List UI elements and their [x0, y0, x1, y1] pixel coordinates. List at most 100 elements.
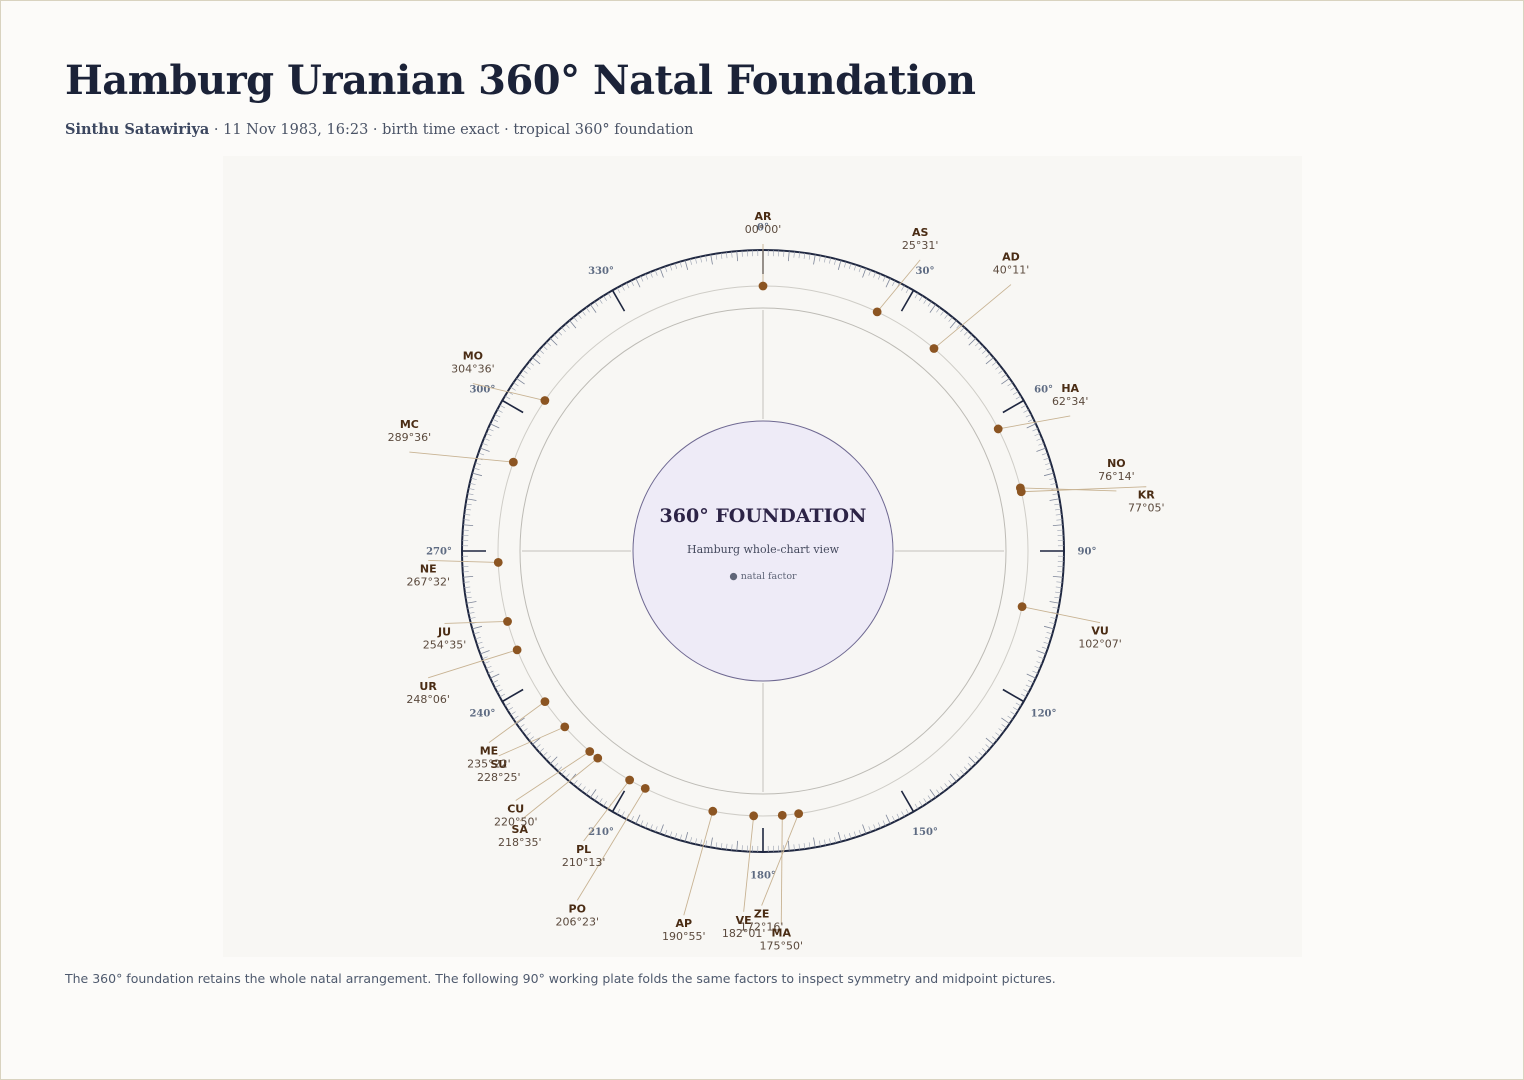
leader-me — [488, 701, 546, 743]
factor-position-me: 235°22' — [467, 758, 511, 771]
tick-166 — [834, 837, 837, 844]
tick-140 — [949, 773, 957, 782]
tick-77 — [1050, 482, 1057, 485]
tick-307 — [522, 369, 528, 374]
tick-95 — [1052, 575, 1063, 578]
tick-226 — [546, 755, 552, 761]
tick-253 — [475, 636, 481, 640]
tick-202 — [649, 824, 653, 831]
tick-252 — [476, 641, 483, 645]
uranian-360-dial: 0° 30° 60° 90° 120° 150° 180° 210° 240° 270° 300° 3… — [388, 210, 1165, 952]
tick-186 — [731, 844, 733, 851]
degree-label-210: 210° — [588, 827, 614, 838]
tick-319 — [565, 323, 570, 329]
tick-83 — [1055, 514, 1062, 516]
tick-174 — [793, 844, 795, 851]
factor-label-no: NO — [1107, 457, 1126, 470]
leader-ha — [998, 415, 1071, 430]
tick-229 — [535, 744, 541, 749]
tick-68 — [1036, 437, 1043, 441]
tick-223 — [557, 766, 563, 772]
factor-dot-kr — [1016, 487, 1026, 497]
tick-41 — [956, 323, 961, 329]
factor-position-no: 76°14' — [1098, 470, 1135, 483]
center-title: 360° FOUNDATION — [660, 505, 867, 527]
tick-149 — [914, 803, 919, 810]
tick-215 — [590, 789, 597, 798]
tick-43 — [963, 330, 969, 336]
tick-238 — [507, 707, 513, 711]
tick-133 — [978, 751, 984, 757]
factor-dot-ur — [512, 645, 522, 655]
center-disc — [632, 420, 894, 682]
tick-198 — [669, 831, 673, 838]
tick-16 — [844, 261, 847, 268]
subject-name: Sinthu Satawiriya — [65, 121, 210, 138]
factor-dot-vu — [1017, 602, 1027, 612]
tick-59 — [1015, 395, 1022, 400]
degree-label-150: 150° — [912, 827, 938, 838]
tick-124 — [1007, 715, 1013, 720]
factor-dot-ad — [929, 344, 939, 353]
leader-ve — [743, 815, 755, 912]
factor-dot-mo — [540, 396, 550, 405]
tick-347 — [694, 257, 697, 264]
tick-44 — [967, 334, 973, 340]
tick-329 — [607, 292, 612, 299]
tick-275 — [463, 524, 474, 527]
tick-114 — [1032, 670, 1039, 674]
tick-10 — [813, 254, 816, 265]
tick-245 — [490, 673, 500, 679]
leader-ur — [427, 649, 518, 679]
tick-232 — [525, 732, 531, 737]
tick-224 — [553, 762, 559, 768]
tick-324 — [585, 307, 590, 313]
tick-26 — [892, 280, 896, 286]
tick-315 — [549, 337, 558, 346]
tick-79 — [1052, 493, 1059, 496]
tick-249 — [481, 656, 488, 660]
factor-position-kr: 77°05' — [1128, 502, 1165, 515]
tick-194 — [689, 837, 692, 844]
tick-259 — [467, 606, 474, 609]
tick-333 — [626, 282, 630, 289]
tick-279 — [465, 503, 472, 506]
tick-35 — [929, 304, 936, 313]
degree-label-0: 0° — [757, 223, 769, 234]
tick-103 — [1050, 617, 1057, 620]
tick-101 — [1052, 606, 1059, 609]
tick-320 — [569, 320, 577, 329]
factor-label-vu: VU — [1091, 625, 1108, 638]
center-disc-group: 360° FOUNDATION Hamburg whole-chart view… — [632, 420, 894, 682]
tick-109 — [1041, 646, 1048, 650]
leader-ne — [428, 559, 499, 563]
tick-246 — [487, 670, 494, 674]
tick-233 — [522, 728, 528, 733]
tick-100 — [1049, 601, 1060, 604]
tick-342 — [669, 264, 673, 271]
tick-205 — [635, 814, 641, 824]
factor-position-mc: 289°36' — [388, 431, 432, 444]
tick-239 — [504, 702, 511, 707]
degree-label-120: 120° — [1031, 709, 1057, 720]
tick-112 — [1036, 661, 1043, 665]
factor-position-ar: 00°00' — [745, 223, 782, 236]
tick-340 — [659, 268, 664, 278]
tick-262 — [464, 591, 471, 594]
tick-257 — [469, 617, 476, 620]
tick-299 — [499, 404, 506, 409]
tick-135 — [968, 756, 977, 765]
tick-353 — [726, 252, 728, 259]
tick-289 — [478, 452, 485, 456]
tick-69 — [1038, 442, 1045, 446]
tick-154 — [892, 816, 896, 822]
degree-labels: 0° 30° 60° 90° 120° 150° 180° 210° 240° 270° 300° 3… — [426, 223, 1096, 882]
tick-334 — [630, 280, 634, 286]
tick-14 — [834, 258, 837, 265]
dial-plate: 0° 30° 60° 90° 120° 150° 180° 210° 240° 270° 300° 3… — [223, 156, 1302, 957]
tick-108 — [1043, 641, 1050, 645]
tick-301 — [504, 395, 511, 400]
tick-244 — [492, 680, 498, 684]
factor-label-mc: MC — [400, 418, 419, 431]
